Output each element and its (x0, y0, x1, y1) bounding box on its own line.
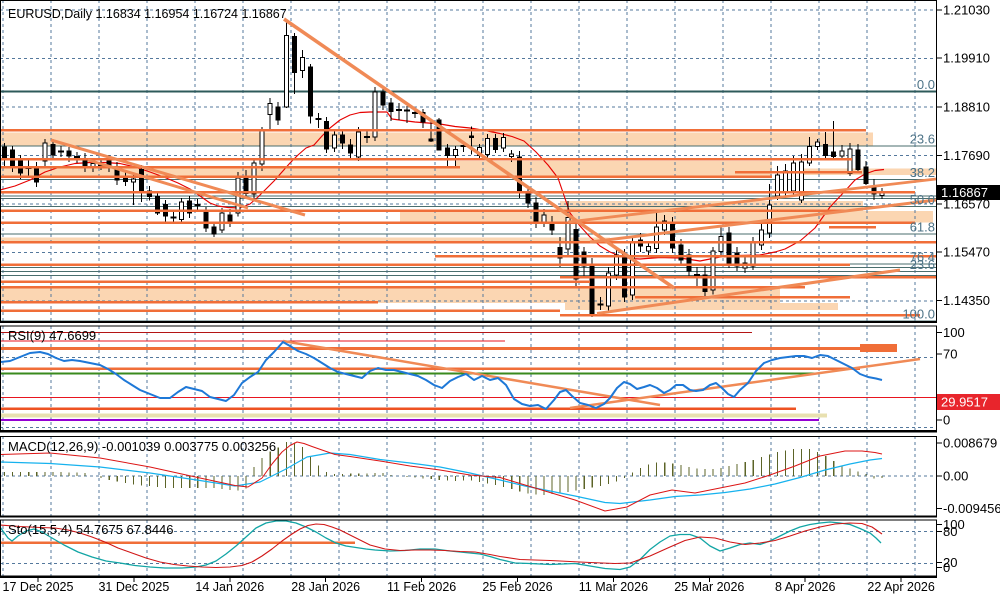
svg-text:100: 100 (943, 325, 965, 340)
svg-text:11 Feb 2026: 11 Feb 2026 (387, 580, 456, 594)
svg-text:17 Dec 2025: 17 Dec 2025 (3, 580, 74, 594)
svg-text:EURUSD,Daily 1.16834 1.16954: EURUSD,Daily 1.16834 1.16954 1.16724 1.1… (8, 7, 287, 21)
svg-text:11 Mar 2026: 11 Mar 2026 (579, 580, 648, 594)
svg-text:1.21030: 1.21030 (943, 3, 990, 18)
svg-text:29.9517: 29.9517 (941, 395, 988, 410)
svg-text:25 Feb 2026: 25 Feb 2026 (482, 580, 552, 594)
svg-text:1.14350: 1.14350 (943, 293, 990, 308)
svg-text:70: 70 (943, 347, 957, 362)
svg-text:1.15470: 1.15470 (943, 245, 990, 260)
svg-text:28 Jan 2026: 28 Jan 2026 (291, 580, 360, 594)
svg-text:RSI(9) 47.6699: RSI(9) 47.6699 (8, 328, 96, 343)
svg-text:0.00: 0.00 (943, 469, 968, 484)
svg-text:23.6: 23.6 (910, 132, 935, 147)
svg-text:1.19910: 1.19910 (943, 51, 990, 66)
svg-text:61.8: 61.8 (910, 220, 935, 235)
svg-text:8 Apr 2026: 8 Apr 2026 (775, 580, 836, 594)
svg-text:100.0: 100.0 (902, 307, 935, 322)
svg-text:25 Mar 2026: 25 Mar 2026 (674, 580, 744, 594)
svg-text:50.0: 50.0 (910, 192, 935, 207)
svg-text:20: 20 (943, 555, 957, 570)
svg-text:1.16570: 1.16570 (943, 197, 990, 212)
svg-text:-0.009456: -0.009456 (943, 501, 1000, 516)
svg-text:0.0: 0.0 (917, 77, 935, 92)
svg-text:0: 0 (943, 413, 950, 428)
svg-text:1.16867: 1.16867 (941, 185, 988, 200)
svg-text:23.6: 23.6 (910, 257, 935, 272)
svg-text:0: 0 (943, 560, 950, 575)
svg-text:1.17690: 1.17690 (943, 148, 990, 163)
svg-text:1.18810: 1.18810 (943, 100, 990, 115)
svg-text:76.4: 76.4 (910, 250, 935, 265)
svg-text:22 Apr 2026: 22 Apr 2026 (867, 580, 934, 594)
svg-text:38.2: 38.2 (910, 165, 935, 180)
svg-text:0.008679: 0.008679 (943, 436, 997, 451)
svg-text:14 Jan 2026: 14 Jan 2026 (195, 580, 264, 594)
svg-text:31 Dec 2025: 31 Dec 2025 (98, 580, 169, 594)
svg-text:80: 80 (943, 524, 957, 539)
svg-text:100: 100 (943, 517, 965, 532)
svg-text:MACD(12,26,9) -0.001039 0.0037: MACD(12,26,9) -0.001039 0.003775 0.00325… (8, 439, 276, 454)
svg-text:Sto(15,5,4) 54.7675 67.8446: Sto(15,5,4) 54.7675 67.8446 (8, 522, 174, 537)
